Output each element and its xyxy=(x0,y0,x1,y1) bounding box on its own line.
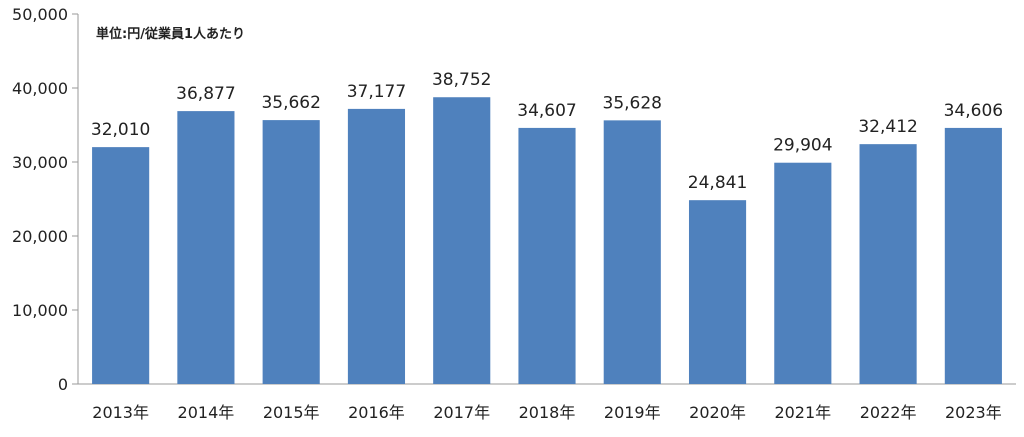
data-label: 37,177 xyxy=(347,82,406,102)
data-label: 29,904 xyxy=(773,136,832,156)
y-tick-label: 30,000 xyxy=(12,153,68,172)
bar xyxy=(859,144,917,384)
x-category-label: 2015年 xyxy=(263,403,320,422)
y-tick-label: 0 xyxy=(58,375,68,394)
data-label: 36,877 xyxy=(176,84,235,104)
bar xyxy=(262,120,320,384)
y-tick-label: 50,000 xyxy=(12,5,68,24)
bar xyxy=(518,127,576,384)
y-tick-label: 10,000 xyxy=(12,301,68,320)
bar xyxy=(92,147,150,384)
data-label: 38,752 xyxy=(432,70,491,90)
data-label: 32,412 xyxy=(858,117,917,137)
x-category-label: 2014年 xyxy=(178,403,235,422)
x-category-label: 2023年 xyxy=(945,403,1002,422)
x-category-label: 2016年 xyxy=(348,403,405,422)
y-tick-label: 40,000 xyxy=(12,79,68,98)
x-category-label: 2022年 xyxy=(860,403,917,422)
bar xyxy=(433,97,491,384)
bar xyxy=(177,111,235,384)
bar xyxy=(688,200,747,384)
x-category-label: 2020年 xyxy=(689,403,746,422)
bar xyxy=(603,120,661,385)
data-label: 34,606 xyxy=(944,101,1003,121)
data-label: 24,841 xyxy=(688,173,747,193)
x-category-label: 2017年 xyxy=(433,403,490,422)
bar xyxy=(774,162,832,384)
y-tick-label: 20,000 xyxy=(12,227,68,246)
x-category-label: 2019年 xyxy=(604,403,661,422)
data-label: 35,628 xyxy=(603,93,662,113)
bar xyxy=(347,108,406,384)
x-category-label: 2013年 xyxy=(92,403,149,422)
data-label: 34,607 xyxy=(517,101,576,121)
x-category-label: 2018年 xyxy=(519,403,576,422)
data-label: 35,662 xyxy=(261,93,320,113)
unit-label: 単位:円/従業員1人あたり xyxy=(96,26,245,42)
data-label: 32,010 xyxy=(91,120,150,140)
bar xyxy=(944,127,1002,385)
labels: 0 10,000 20,000 30,000 40,000 50,000 32,010 201… xyxy=(12,5,1003,422)
x-category-label: 2021年 xyxy=(774,403,831,422)
bars xyxy=(92,97,1002,385)
